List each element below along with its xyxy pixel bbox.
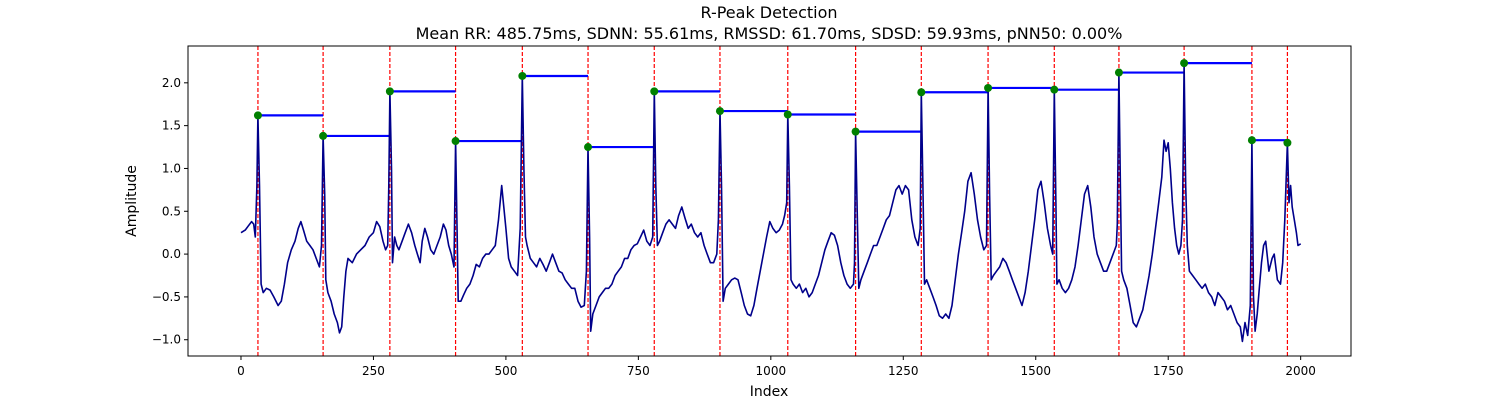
y-tick-label-3: 0.5: [162, 204, 181, 218]
x-tick-label-0: 0: [237, 364, 245, 378]
r-peak-point-12: [1050, 85, 1059, 94]
y-tick-label-2: 0.0: [162, 247, 181, 261]
chart-subtitle: Mean RR: 485.75ms, SDNN: 55.61ms, RMSSD:…: [415, 24, 1123, 43]
r-peak-point-7: [715, 107, 724, 116]
signal-line: [240, 62, 1302, 343]
r-peak-point-4: [518, 71, 527, 80]
r-peak-point-14: [1180, 59, 1189, 68]
x-tick-label-4: 1000: [756, 364, 787, 378]
y-axis-label: Amplitude: [124, 165, 140, 237]
x-tick-label-6: 1500: [1020, 364, 1051, 378]
y-tick-label-4: 1.0: [162, 161, 181, 175]
r-peak-point-11: [984, 83, 993, 92]
x-tick-label-3: 750: [627, 364, 650, 378]
r-peak-point-8: [783, 110, 792, 119]
r-peak-point-0: [253, 111, 262, 120]
r-peak-point-16: [1283, 138, 1292, 147]
y-axis: −1.0 −0.5 0.0 0.5 1.0 1.5 2.0: [152, 76, 188, 347]
x-tick-label-2: 500: [494, 364, 517, 378]
r-peak-point-9: [851, 127, 860, 136]
r-peak-points: [253, 59, 1292, 152]
y-tick-label-1: −0.5: [152, 290, 181, 304]
y-tick-label-0: −1.0: [152, 333, 181, 347]
x-axis-label: Index: [750, 384, 789, 400]
r-peak-point-1: [319, 131, 328, 140]
rr-interval-segments: [257, 62, 1288, 149]
r-peak-point-3: [451, 137, 460, 146]
y-tick-label-6: 2.0: [162, 76, 181, 90]
r-peak-point-5: [584, 143, 593, 152]
r-peak-point-2: [385, 87, 394, 96]
peak-marker-lines: [257, 46, 1289, 356]
x-tick-label-8: 2000: [1285, 364, 1316, 378]
chart-title: R-Peak Detection: [700, 3, 838, 22]
r-peak-point-10: [917, 88, 926, 97]
x-tick-label-1: 250: [362, 364, 385, 378]
r-peak-point-15: [1247, 136, 1256, 145]
x-tick-label-5: 1250: [888, 364, 919, 378]
x-axis: 0 250 500 750 1000 1250 1500 1750 2000: [237, 356, 1316, 378]
r-peak-point-13: [1114, 68, 1123, 77]
r-peak-point-6: [650, 87, 659, 96]
y-tick-label-5: 1.5: [162, 119, 181, 133]
x-tick-label-7: 1750: [1153, 364, 1184, 378]
plot-frame: [187, 45, 1352, 357]
